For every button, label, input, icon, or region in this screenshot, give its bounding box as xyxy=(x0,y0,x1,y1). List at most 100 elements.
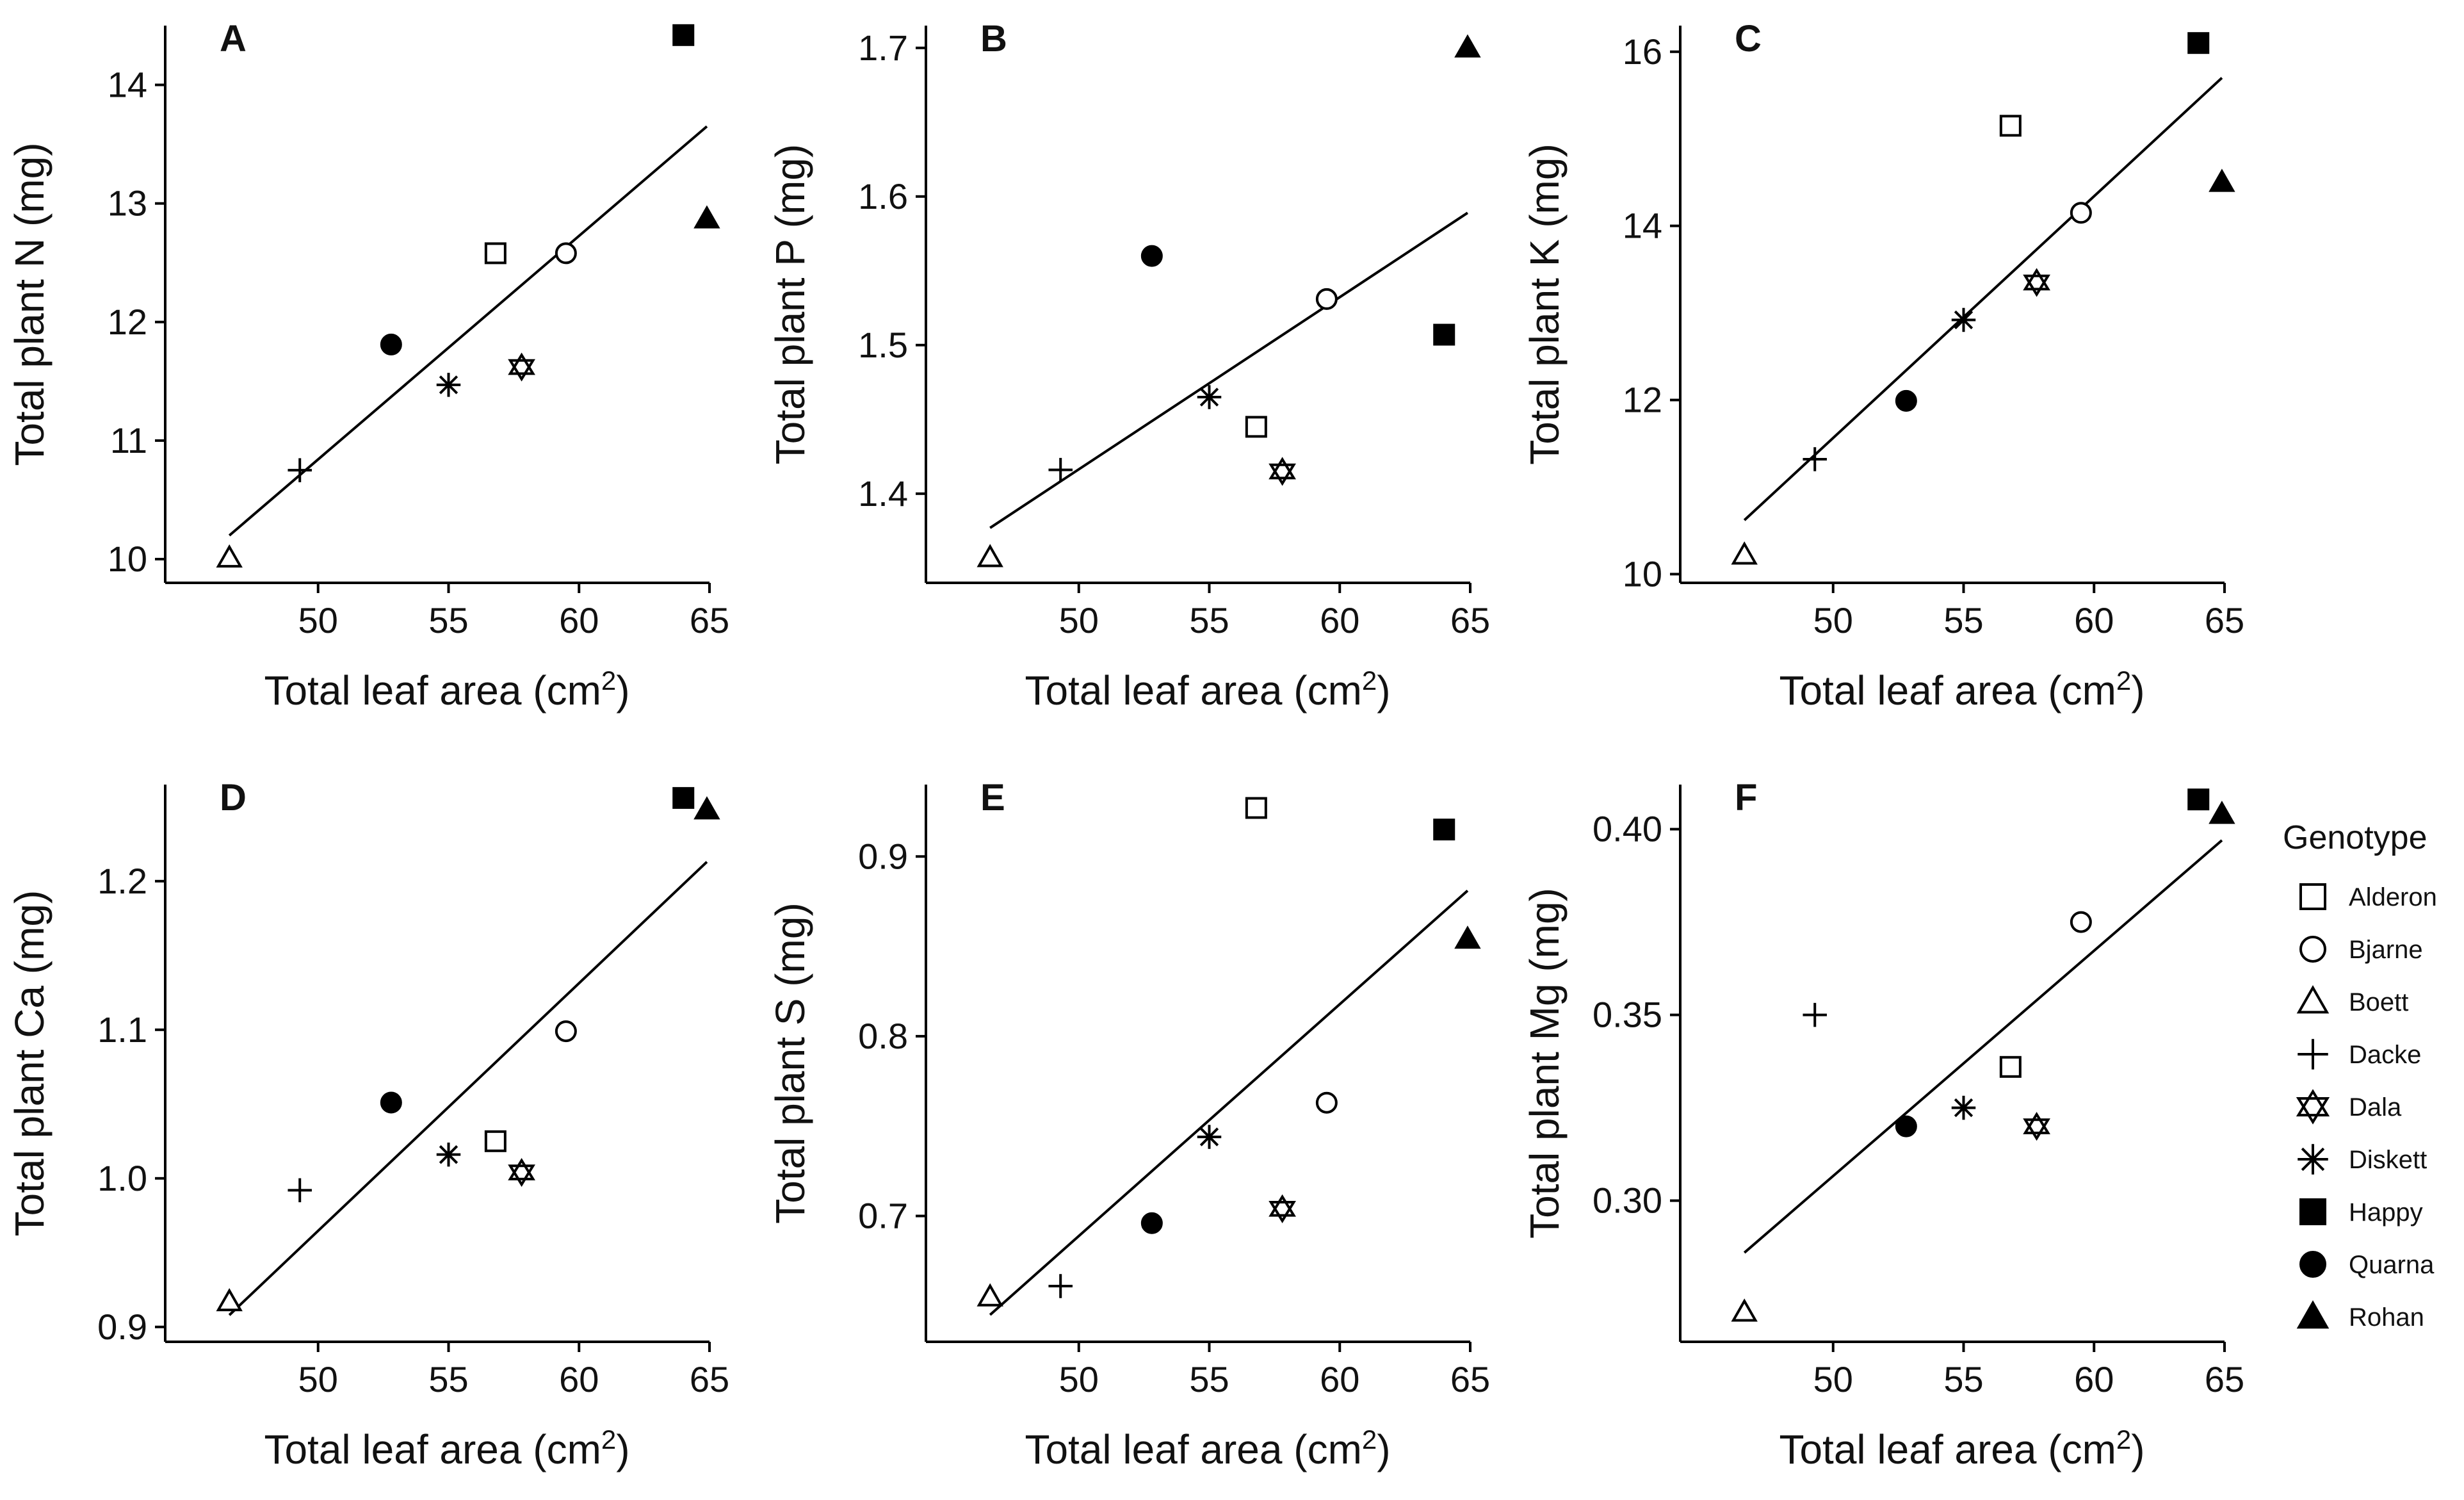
y-tick-label: 1.2 xyxy=(97,861,147,901)
panel-d: 50 55 60 65 0.9 1.0 1.1 1.2 D Total leaf area (cm… xyxy=(6,777,729,1472)
point-alderon xyxy=(1999,1056,2022,1078)
legend-title: Genotype xyxy=(2283,819,2428,856)
point-diskett xyxy=(1951,307,1976,332)
x-tick-label: 65 xyxy=(1450,1359,1490,1399)
y-tick-label: 1.7 xyxy=(858,28,908,68)
panel-letter: C xyxy=(1735,18,1762,60)
x-tick-label: 55 xyxy=(428,600,468,640)
legend-marker xyxy=(2296,1089,2330,1125)
point-quarna xyxy=(1895,1115,1917,1137)
x-tick-label: 50 xyxy=(1813,1359,1853,1399)
y-tick-label: 11 xyxy=(110,420,147,461)
x-tick-label: 55 xyxy=(1189,600,1229,640)
x-tick-label: 65 xyxy=(2205,1359,2244,1399)
x-tick-label: 60 xyxy=(2074,1359,2114,1399)
panel-f: 50 55 60 65 0.30 0.35 0.40 F Total leaf area (cm… xyxy=(1521,777,2244,1472)
point-bjarne xyxy=(1315,288,1338,310)
point-dacke xyxy=(288,458,312,482)
point-happy xyxy=(2187,788,2210,811)
point-dala xyxy=(2023,1112,2050,1141)
point-boett xyxy=(216,1288,243,1312)
x-tick-label: 60 xyxy=(1320,1359,1359,1399)
legend-marker xyxy=(2299,936,2326,963)
point-quarna xyxy=(380,1091,402,1114)
point-bjarne xyxy=(1315,1091,1338,1114)
regression-line xyxy=(1743,839,2223,1254)
point-dacke xyxy=(288,1178,312,1203)
y-tick-label: 0.8 xyxy=(858,1016,908,1056)
point-rohan xyxy=(2209,801,2235,824)
x-tick-label: 60 xyxy=(1320,600,1359,640)
legend-item-dacke: Dacke xyxy=(2298,1039,2421,1070)
panel-letter: A xyxy=(220,18,247,60)
y-tick-label: 0.40 xyxy=(1593,809,1662,849)
point-boett xyxy=(216,544,243,568)
x-tick-label: 60 xyxy=(2074,600,2114,640)
point-rohan xyxy=(693,205,720,229)
point-boett xyxy=(977,1283,1003,1307)
y-axis-title: Total plant Ca (mg) xyxy=(6,890,53,1237)
x-axis-title: Total leaf area (cm2) xyxy=(1779,1424,2144,1473)
y-axis-title: Total plant P (mg) xyxy=(767,144,813,464)
point-bjarne xyxy=(2070,911,2092,933)
point-bjarne xyxy=(555,242,577,265)
panel-letter: B xyxy=(980,18,1007,60)
point-boett xyxy=(1731,1298,1758,1322)
y-tick-label: 0.9 xyxy=(97,1307,147,1347)
x-tick-label: 65 xyxy=(2205,600,2244,640)
legend-marker xyxy=(2298,1039,2328,1070)
point-quarna xyxy=(1140,1212,1163,1234)
point-happy xyxy=(672,24,695,46)
legend-label: Rohan xyxy=(2349,1303,2424,1332)
point-alderon xyxy=(1245,797,1267,819)
panel-e: 50 55 60 65 0.7 0.8 0.9 E Total leaf area (cm2) T… xyxy=(767,777,1490,1472)
point-dacke xyxy=(1803,1002,1827,1027)
x-axis-title: Total leaf area (cm2) xyxy=(264,1424,629,1473)
x-tick-label: 50 xyxy=(298,1359,338,1399)
legend-marker xyxy=(2299,1251,2326,1278)
y-tick-label: 1.6 xyxy=(858,176,908,216)
y-tick-label: 1.5 xyxy=(858,325,908,365)
x-axis-title: Total leaf area (cm2) xyxy=(1025,665,1390,714)
point-bjarne xyxy=(2070,202,2092,224)
point-diskett xyxy=(1951,1095,1976,1120)
legend-item-dala: Dala xyxy=(2296,1089,2402,1125)
y-tick-label: 10 xyxy=(1623,553,1662,594)
point-diskett xyxy=(436,373,461,397)
point-rohan xyxy=(2209,168,2235,192)
legend-label: Alderon xyxy=(2349,883,2437,911)
legend: Genotype Alderon Bjarne Boett Dacke Dala Diske… xyxy=(2283,819,2437,1332)
legend-item-alderon: Alderon xyxy=(2299,883,2437,911)
point-happy xyxy=(1433,819,1455,841)
y-tick-label: 1.4 xyxy=(858,473,908,514)
legend-marker xyxy=(2299,1198,2326,1225)
y-axis-title: Total plant Mg (mg) xyxy=(1521,888,1568,1239)
point-diskett xyxy=(1197,1125,1222,1149)
x-tick-label: 50 xyxy=(1813,600,1853,640)
legend-item-bjarne: Bjarne xyxy=(2299,936,2423,964)
y-tick-label: 12 xyxy=(1623,380,1662,420)
y-tick-label: 0.9 xyxy=(858,836,908,876)
point-dala xyxy=(508,1157,535,1187)
y-axis-title: Total plant K (mg) xyxy=(1521,143,1568,465)
panel-b: 50 55 60 65 1.4 1.5 1.6 1.7 B Total leaf area (cm… xyxy=(767,18,1490,713)
point-alderon xyxy=(484,1130,507,1152)
x-tick-label: 60 xyxy=(559,1359,599,1399)
regression-line xyxy=(1743,77,2223,521)
legend-label: Dala xyxy=(2349,1093,2402,1121)
y-tick-label: 0.7 xyxy=(858,1196,908,1236)
point-boett xyxy=(1731,541,1758,565)
x-tick-label: 50 xyxy=(298,600,338,640)
point-boett xyxy=(977,544,1003,567)
x-tick-label: 65 xyxy=(690,600,729,640)
legend-marker xyxy=(2296,1300,2330,1329)
panel-c: 50 55 60 65 10 12 14 16 C Total leaf area (cm2) To… xyxy=(1521,18,2244,713)
x-tick-label: 55 xyxy=(1189,1359,1229,1399)
point-rohan xyxy=(1454,925,1481,949)
x-tick-label: 65 xyxy=(690,1359,729,1399)
point-happy xyxy=(1433,323,1455,346)
point-dala xyxy=(1268,1194,1296,1223)
regression-line xyxy=(228,125,708,537)
legend-item-boett: Boett xyxy=(2296,985,2408,1016)
point-happy xyxy=(672,787,695,809)
